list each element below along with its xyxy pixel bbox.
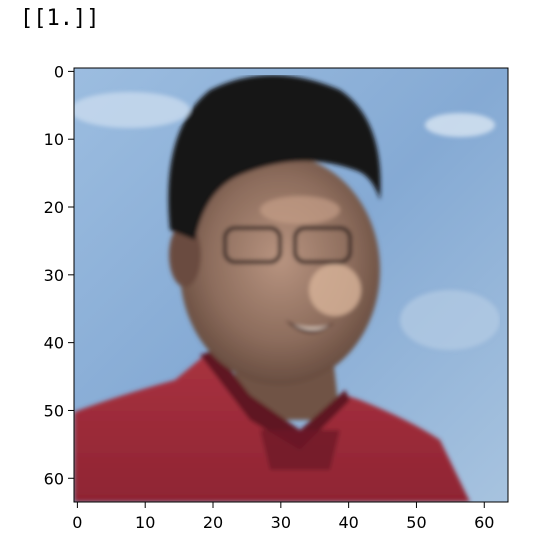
glasses-right: [293, 226, 352, 264]
x-tick-label: 60: [474, 513, 494, 532]
x-tick-label: 20: [203, 513, 223, 532]
y-tick-label: 10: [44, 130, 64, 149]
cloud-left: [74, 92, 190, 128]
x-tick-label: 40: [338, 513, 358, 532]
teeth: [292, 324, 330, 331]
x-tick-label: 50: [406, 513, 426, 532]
shirt-collar: [200, 350, 350, 450]
shirt-shadow: [260, 430, 340, 470]
x-tick-label: 30: [271, 513, 291, 532]
y-tick-label: 40: [44, 334, 64, 353]
y-axis-ticks: 0 10 20 30 40 50 60: [44, 62, 74, 488]
cloud-right-low: [400, 290, 500, 350]
cloud-right: [425, 113, 495, 137]
cell-output-text: [[1.]]: [20, 6, 100, 31]
forehead-highlight: [260, 196, 340, 224]
y-tick-label: 60: [44, 469, 64, 488]
x-tick-label: 10: [135, 513, 155, 532]
x-tick-label: 0: [72, 513, 82, 532]
mouth: [285, 320, 335, 334]
hair: [168, 75, 381, 240]
glasses-left: [223, 226, 282, 264]
y-tick-label: 0: [54, 62, 64, 81]
y-tick-label: 20: [44, 198, 64, 217]
axes-frame: [73, 67, 509, 503]
x-axis-ticks: 0 10 20 30 40 50 60: [72, 502, 494, 532]
image-content: [74, 68, 508, 502]
y-tick-label: 30: [44, 266, 64, 285]
y-tick-label: 50: [44, 401, 64, 420]
cheek-highlight: [309, 264, 361, 316]
